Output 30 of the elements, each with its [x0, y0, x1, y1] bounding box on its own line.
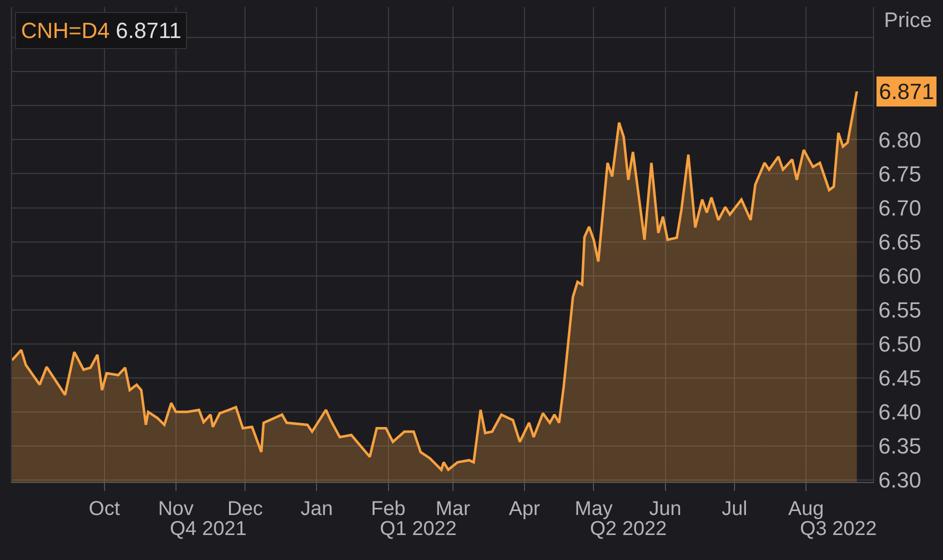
x-tick-label: Apr	[508, 498, 540, 520]
y-tick-label: 6.30	[878, 468, 922, 493]
text: CNH=D4	[21, 18, 110, 43]
y-tick-label: 6.40	[878, 400, 922, 425]
y-tick-label: 6.70	[878, 195, 922, 220]
y-tick-label: 6.80	[878, 127, 922, 152]
y-tick-label: 6.65	[878, 229, 922, 254]
y-tick-label: 6.45	[878, 366, 922, 391]
x-tick-label: May	[574, 498, 613, 520]
x-tick-label: Nov	[158, 498, 194, 520]
x-tick-label: Jul	[722, 498, 748, 520]
y-tick-label: 6.55	[878, 298, 922, 323]
y-tick-label: 6.60	[878, 264, 922, 288]
x-tick-label: Mar	[436, 498, 470, 520]
text: 6.8711	[116, 18, 182, 43]
x2-tick-label: Q4 2021	[170, 518, 247, 540]
x2-tick-label: Q2 2022	[590, 518, 667, 540]
x-tick-label: Oct	[88, 498, 120, 520]
x-tick-label: Jun	[649, 498, 682, 520]
x-tick-label: Feb	[371, 498, 406, 520]
x2-tick-label: Q1 2022	[380, 518, 457, 540]
y-tick-label: 6.35	[878, 434, 922, 459]
x-tick-label: Jan	[300, 498, 333, 520]
x2-tick-label: Q3 2022	[800, 518, 877, 540]
y-tick-label: 6.75	[878, 161, 922, 186]
x-tick-label: Aug	[788, 498, 824, 520]
text: 6.871	[879, 79, 934, 104]
y-tick-label: 6.50	[878, 332, 922, 357]
x-tick-label: Dec	[227, 498, 263, 520]
y-axis-title: Price	[884, 9, 932, 32]
